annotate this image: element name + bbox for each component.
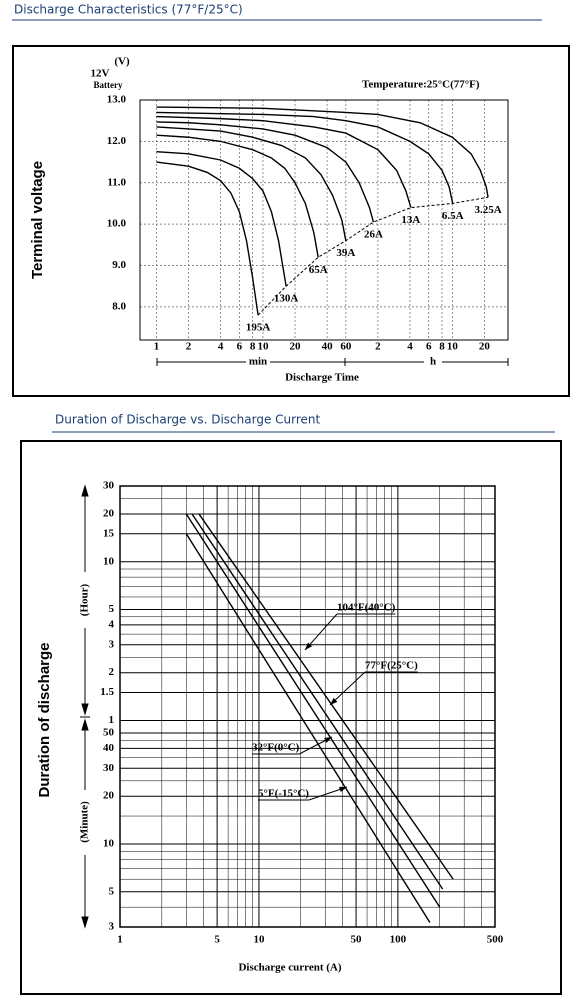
unit-rules (156, 358, 509, 366)
series-line (156, 161, 259, 316)
end-voltage-line (257, 196, 489, 316)
annotation: Temperature:25°C(77°F) (362, 79, 480, 91)
series-line (156, 111, 454, 204)
x-tick-label: 2 (186, 341, 192, 353)
series-line (191, 513, 444, 890)
series-label: 195A (246, 322, 271, 334)
x-tick-label: 10 (447, 341, 459, 353)
x-tick-label: 8 (439, 341, 445, 353)
y-axis-title: Duration of discharge (36, 642, 53, 797)
series-line (156, 115, 412, 208)
y-tick-label: 13.0 (107, 94, 127, 106)
plot-frame (119, 485, 496, 928)
x-tick-label: 40 (322, 341, 334, 353)
y-unit: (V) (114, 56, 130, 68)
y-tick-label: 10 (103, 838, 115, 850)
series-line (198, 513, 454, 880)
x-tick-label: 6 (426, 341, 432, 353)
y-tick-label: 10 (103, 555, 115, 567)
x-axis-title: Discharge current (A) (238, 962, 341, 974)
series-label: 77°F(25°C) (365, 660, 418, 672)
arrow-head (324, 737, 332, 743)
y-tick-label: 11.0 (107, 176, 126, 188)
x-axis-title: Discharge Time (285, 372, 359, 384)
x-tick-label: 20 (479, 341, 491, 353)
series-label: 3.25A (474, 204, 501, 216)
series-line (185, 513, 441, 908)
series-line (156, 106, 489, 198)
x-tick-label: 4 (407, 341, 413, 353)
series-label: 32°F(0°C) (252, 742, 300, 754)
series-line (156, 134, 319, 258)
series-label: 65A (309, 264, 328, 276)
arrow-head (330, 697, 338, 705)
x-unit: h (430, 356, 436, 368)
arrow-head (305, 642, 313, 650)
x-tick-label: 20 (290, 341, 302, 353)
y-tick-label: 50 (103, 727, 115, 739)
y-tick-label: 1 (109, 714, 115, 726)
series-label: 104°F(40°C) (337, 602, 396, 614)
series-label: 5°F(-15°C) (258, 788, 309, 800)
chart-frame (20, 440, 562, 995)
y-tick-label: 12.0 (107, 135, 127, 147)
series-line (156, 126, 347, 241)
y-range-label: (Minute) (79, 801, 91, 843)
y-tick-label: 15 (103, 527, 115, 539)
section-title: Duration of Discharge vs. Discharge Curr… (55, 413, 321, 427)
y-tick-label: 1.5 (100, 686, 114, 698)
y-tick-label: 8.0 (112, 300, 126, 312)
series-label: 26A (364, 229, 383, 241)
y-tick-label: 3 (109, 638, 115, 650)
y-tick-label: 40 (103, 742, 115, 754)
range-arrows (80, 484, 90, 929)
x-tick-label: 8 (250, 341, 256, 353)
arrow-head (339, 786, 347, 793)
y-tick-label: 9.0 (112, 259, 126, 271)
y-tick-label: 2 (109, 666, 115, 678)
plot-frame (139, 99, 509, 341)
x-tick-label: 1 (117, 934, 123, 946)
series-label: 13A (401, 214, 420, 226)
y-tick-label: 5 (109, 885, 115, 897)
series-line (156, 121, 375, 223)
y-range-label: (Hour) (79, 583, 91, 616)
y-tick-label: 30 (103, 762, 115, 774)
x-tick-label: 10 (257, 341, 269, 353)
x-tick-label: 50 (351, 934, 363, 946)
series-label: 39A (336, 247, 355, 259)
y-tick-label: 20 (103, 507, 115, 519)
x-tick-label: 60 (340, 341, 352, 353)
x-tick-label: 5 (214, 934, 220, 946)
series-label: 6.5A (442, 210, 464, 222)
x-tick-label: 500 (487, 934, 504, 946)
series-label: 130A (274, 293, 299, 305)
label-arrow (329, 671, 366, 706)
x-tick-label: 4 (218, 341, 224, 353)
y-tick-label: 20 (103, 790, 115, 802)
series-line (185, 533, 431, 923)
x-tick-label: 6 (237, 341, 243, 353)
x-tick-label: 10 (253, 934, 265, 946)
y-note: 12V (91, 68, 110, 80)
chart-frame (12, 45, 570, 397)
y-tick-label: 5 (109, 603, 115, 615)
x-tick-label: 100 (390, 934, 407, 946)
y-tick-label: 3 (109, 921, 115, 933)
x-unit: min (249, 356, 267, 368)
y-tick-label: 4 (109, 618, 115, 630)
y-note: Battery (94, 80, 123, 90)
y-axis-title: Terminal voltage (29, 161, 46, 279)
y-tick-label: 10.0 (107, 218, 127, 230)
y-tick-label: 30 (103, 480, 115, 492)
x-tick-label: 2 (375, 341, 381, 353)
label-arrow (304, 613, 338, 651)
section-title: Discharge Characteristics (77°F/25°C) (14, 3, 243, 17)
x-tick-label: 1 (154, 341, 160, 353)
series-line (156, 151, 287, 287)
